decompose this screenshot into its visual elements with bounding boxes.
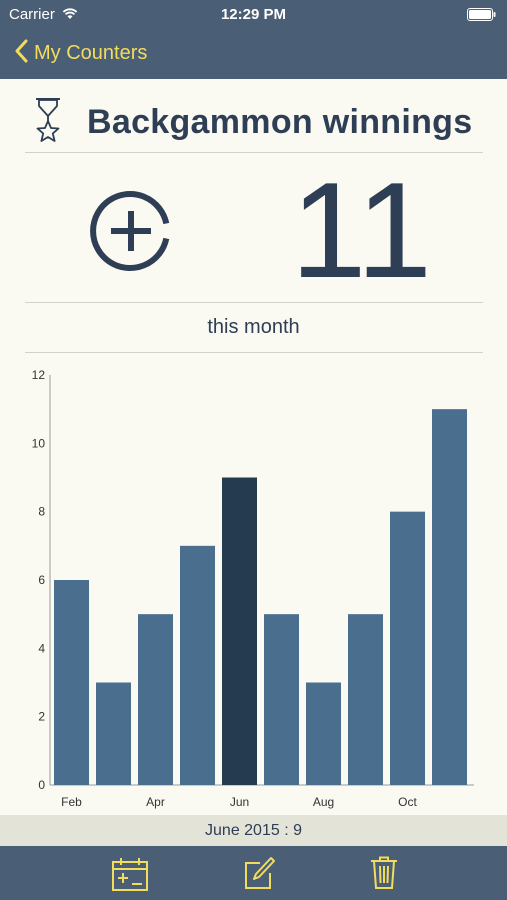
bar	[264, 614, 299, 785]
increment-button[interactable]	[86, 186, 176, 281]
plus-circle-icon	[86, 191, 176, 280]
y-tick-label: 8	[38, 505, 45, 519]
bar-selected	[222, 477, 257, 785]
x-tick-label: Apr	[146, 795, 165, 809]
bar	[96, 682, 131, 785]
bar	[306, 682, 341, 785]
edit-icon	[244, 857, 276, 894]
x-tick-label: Oct	[398, 795, 417, 809]
counter-header: Backgammon winnings	[25, 95, 483, 153]
divider	[25, 302, 483, 303]
wifi-icon	[62, 7, 78, 24]
battery-icon	[467, 8, 497, 25]
chevron-left-icon	[14, 39, 28, 68]
y-tick-label: 10	[32, 436, 46, 450]
trash-icon	[370, 856, 398, 894]
bar	[348, 614, 383, 785]
bar	[138, 614, 173, 785]
adjust-history-button[interactable]	[111, 856, 149, 897]
edit-counter-button[interactable]	[244, 856, 276, 895]
bar	[54, 580, 89, 785]
history-bar-chart: 0 2 4 6 8 10 12 Feb Apr Jun Aug Oct	[32, 368, 474, 809]
y-tick-label: 12	[32, 368, 46, 382]
bottom-toolbar	[0, 846, 507, 900]
y-tick-label: 0	[38, 778, 45, 792]
calendar-plus-minus-icon	[111, 858, 149, 896]
bar	[390, 511, 425, 785]
carrier-label: Carrier	[9, 6, 55, 23]
counter-value: 11	[290, 154, 432, 306]
bar	[180, 545, 215, 785]
divider	[25, 152, 483, 153]
x-tick-label: Aug	[313, 795, 334, 809]
status-clock: 12:29 PM	[220, 6, 287, 23]
y-tick-label: 2	[38, 710, 45, 724]
divider	[25, 352, 483, 353]
x-tick-label: Feb	[61, 795, 82, 809]
y-tick-label: 6	[38, 573, 45, 587]
period-label: this month	[207, 316, 300, 338]
bar	[432, 409, 467, 785]
x-tick-label: Jun	[230, 795, 249, 809]
delete-counter-button[interactable]	[370, 856, 398, 895]
navigation-bar	[0, 0, 507, 79]
selected-period-summary: June 2015 : 9	[0, 815, 507, 846]
y-tick-label: 4	[38, 641, 45, 655]
back-label: My Counters	[34, 41, 148, 64]
back-button[interactable]: My Counters	[14, 38, 147, 68]
hourglass-star-icon	[31, 97, 65, 150]
status-bar: Carrier 12:29 PM	[0, 0, 507, 28]
counter-title: Backgammon winnings	[87, 103, 473, 141]
